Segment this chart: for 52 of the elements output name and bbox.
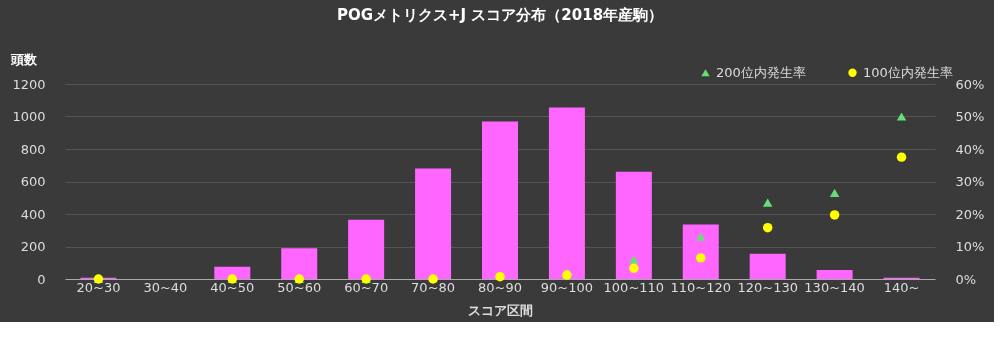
x-tick-label: 80~90 [478, 279, 522, 295]
x-tick-label: 30~40 [143, 279, 188, 295]
point [762, 222, 773, 233]
x-axis-title: スコア区間 [468, 302, 533, 318]
x-tick-label: 70~80 [411, 279, 456, 295]
y-tick-label: 400 [20, 206, 46, 222]
bar [615, 171, 652, 279]
bar [281, 248, 318, 279]
x-tick-label: 60~70 [344, 279, 389, 295]
point [896, 112, 907, 121]
y-tick-label: 0 [37, 271, 46, 287]
bar [749, 253, 786, 279]
point [629, 263, 639, 274]
x-tick-label: 50~60 [277, 279, 322, 295]
y-tick-label: 1200 [12, 76, 46, 92]
point [629, 255, 639, 264]
y-tick-label: 600 [20, 174, 46, 189]
point [762, 198, 773, 207]
bar [214, 266, 251, 279]
legend-label: 200位内発生率 [716, 64, 806, 80]
x-tick-label: 40~50 [210, 279, 255, 295]
x-tick-label: 90~100 [540, 279, 594, 295]
point [696, 232, 706, 241]
y2-tick-label: 40% [955, 141, 985, 157]
y-axis-title: 頭数 [9, 51, 38, 67]
y2-tick-label: 60% [955, 76, 985, 92]
bar [348, 219, 385, 279]
y2-tick-label: 30% [955, 174, 985, 189]
y2-tick-label: 20% [955, 206, 985, 222]
y-tick-label: 1000 [12, 109, 46, 124]
x-tick-label: 120~130 [737, 279, 798, 295]
y2-tick-label: 0% [955, 271, 977, 287]
y-tick-label: 200 [20, 239, 46, 254]
point [896, 152, 907, 162]
bar [548, 107, 585, 279]
bar [682, 224, 719, 279]
x-tick-label: 140~ [883, 279, 920, 295]
point [829, 210, 840, 220]
x-tick-label: 20~30 [76, 279, 121, 295]
x-tick-label: 130~140 [804, 279, 865, 295]
y2-tick-label: 50% [955, 109, 985, 124]
legend-label: 100位内発生率 [863, 64, 953, 80]
chart-title: POGメトリクス+J スコア分布（2018年産駒） [336, 6, 664, 24]
y-tick-label: 800 [20, 141, 46, 157]
bar [816, 270, 853, 279]
point [829, 188, 840, 197]
bar [415, 168, 452, 279]
bar [482, 121, 518, 279]
point [696, 253, 706, 263]
x-tick-label: 100~110 [603, 279, 665, 295]
y2-tick-label: 10% [955, 239, 985, 254]
x-tick-label: 110~120 [670, 279, 732, 295]
